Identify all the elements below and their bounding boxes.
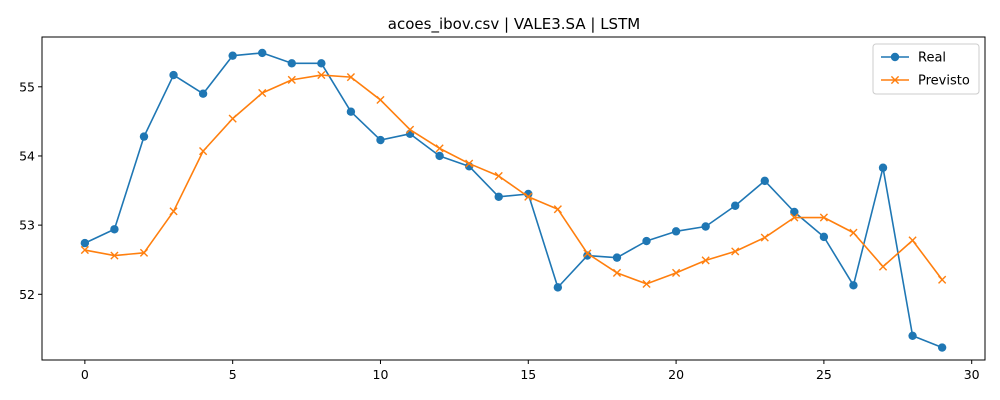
data-point-real (612, 253, 622, 262)
data-point-real (671, 227, 681, 236)
data-point-real (346, 107, 356, 116)
data-point-previsto (169, 207, 178, 216)
x-tick-label: 5 (229, 367, 237, 382)
data-point-previsto (819, 213, 828, 222)
series-line-real (84, 52, 943, 349)
data-point-real (80, 238, 90, 248)
data-point-previsto (494, 171, 503, 181)
data-point-previsto (524, 192, 533, 201)
y-tick-label: 53 (19, 218, 35, 233)
data-point-previsto (317, 70, 326, 80)
data-point-previsto (642, 279, 651, 289)
data-point-real (435, 151, 444, 161)
data-point-real (376, 135, 385, 145)
data-point-previsto (790, 213, 799, 222)
legend-marker-real (890, 52, 900, 62)
data-point-real (701, 222, 710, 231)
data-point-real (731, 201, 740, 210)
data-point-previsto (110, 251, 119, 260)
data-point-real (937, 343, 947, 352)
legend-label-previsto: Previsto (918, 74, 970, 89)
data-point-previsto (731, 247, 740, 256)
legend-marker-previsto (890, 75, 900, 85)
data-point-real (228, 51, 237, 60)
data-point-previsto (80, 245, 89, 255)
data-point-real (494, 192, 503, 201)
data-point-real (139, 132, 149, 141)
x-tick-label: 0 (81, 367, 89, 382)
data-point-previsto (671, 268, 681, 277)
data-point-previsto (465, 159, 474, 168)
data-point-previsto (346, 73, 356, 82)
data-point-previsto (287, 75, 296, 84)
data-point-previsto (139, 248, 149, 257)
data-point-previsto (878, 262, 888, 271)
data-point-previsto (849, 228, 858, 237)
legend-label-real: Real (918, 51, 946, 66)
series-line-previsto (84, 74, 943, 285)
data-point-real (553, 283, 563, 292)
plot-frame (41, 36, 986, 361)
data-point-previsto (228, 114, 237, 123)
data-point-previsto (376, 95, 385, 105)
data-point-real (849, 281, 858, 290)
data-point-previsto (938, 275, 947, 284)
data-point-previsto (435, 144, 444, 153)
data-point-previsto (553, 205, 562, 214)
data-point-previsto (199, 147, 208, 156)
x-tick-label: 25 (816, 367, 832, 382)
data-point-previsto (612, 268, 622, 277)
data-point-previsto (583, 249, 592, 258)
data-point-previsto (908, 236, 917, 245)
data-point-previsto (760, 233, 769, 242)
x-tick-label: 15 (520, 367, 536, 382)
data-point-real (198, 89, 208, 98)
data-point-real (790, 207, 799, 217)
x-tick-label: 30 (964, 367, 980, 382)
x-tick-label: 10 (373, 367, 389, 382)
data-point-real (258, 48, 267, 58)
y-tick-label: 52 (19, 287, 35, 302)
data-point-real (642, 236, 651, 246)
data-point-previsto (701, 256, 710, 265)
data-point-real (287, 59, 296, 68)
data-point-real (317, 59, 326, 68)
x-tick-label: 20 (668, 367, 684, 382)
data-point-real (760, 176, 769, 186)
data-point-real (110, 225, 119, 234)
chart-title: acoes_ibov.csv | VALE3.SA | LSTM (388, 15, 640, 34)
plot-area: 0 5 10 15 20 25 30 52 53 54 55 (19, 48, 980, 382)
data-point-real (908, 331, 917, 340)
data-point-real (169, 70, 178, 80)
data-point-real (819, 232, 829, 242)
y-tick-label: 55 (19, 79, 35, 94)
data-point-real (878, 163, 888, 172)
data-point-previsto (258, 88, 267, 98)
legend: Real Previsto (872, 43, 980, 95)
data-point-previsto (405, 125, 415, 134)
data-point-real (583, 251, 592, 260)
y-tick-label: 54 (19, 148, 35, 163)
